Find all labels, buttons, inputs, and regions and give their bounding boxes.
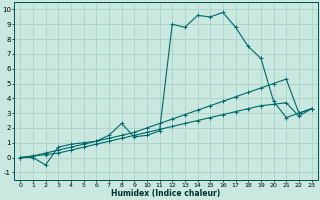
X-axis label: Humidex (Indice chaleur): Humidex (Indice chaleur) — [111, 189, 220, 198]
